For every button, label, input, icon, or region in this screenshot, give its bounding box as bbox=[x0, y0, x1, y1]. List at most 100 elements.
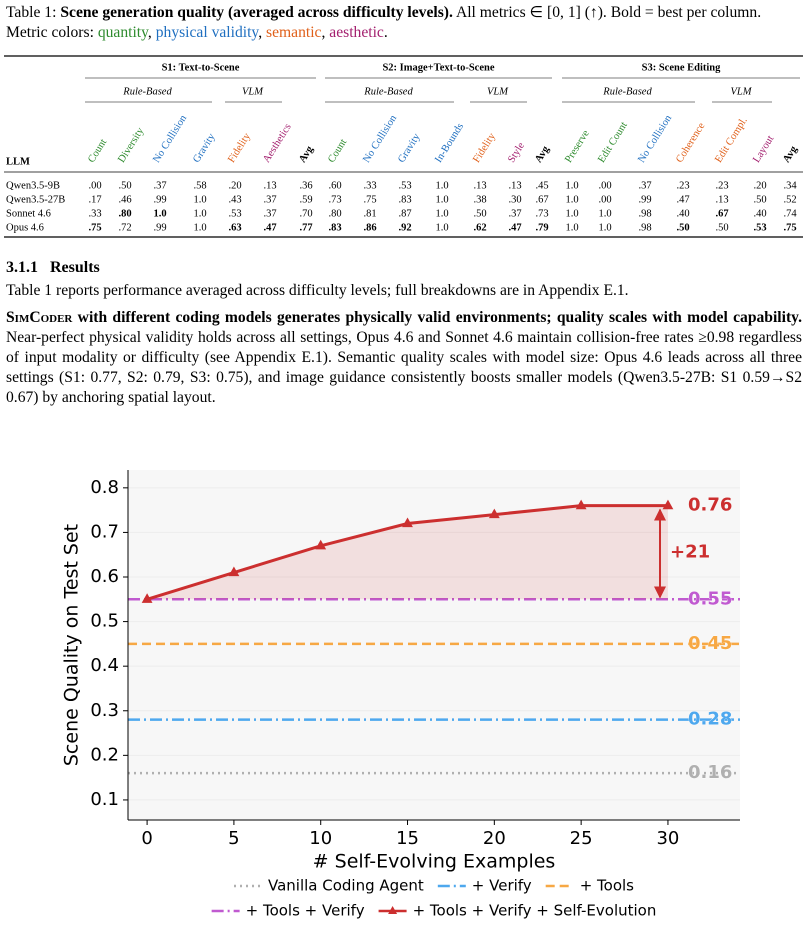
section-number: 3.1.1 bbox=[6, 259, 38, 276]
table-cell: .17 bbox=[88, 194, 101, 205]
column-header: Fidelity bbox=[226, 131, 253, 165]
table-cell: .13 bbox=[473, 180, 486, 191]
table-cell: .47 bbox=[508, 222, 521, 233]
legend-label: + Tools + Verify bbox=[246, 902, 365, 920]
table-cell: .81 bbox=[363, 208, 376, 219]
column-header: Count bbox=[326, 137, 349, 165]
table-cell: .40 bbox=[676, 208, 689, 219]
table-cell: .13 bbox=[508, 180, 521, 191]
y-tick-label: 0.8 bbox=[90, 477, 119, 498]
table-cell: .50 bbox=[753, 194, 766, 205]
table-cell: .33 bbox=[88, 208, 101, 219]
y-axis-label: Scene Quality on Test Set bbox=[61, 524, 83, 766]
metric-color-name: semantic bbox=[266, 24, 322, 41]
column-header: Avg bbox=[533, 144, 552, 165]
table-cell: 1.0 bbox=[193, 208, 206, 219]
column-header: No Collision bbox=[636, 113, 674, 165]
column-header: Aesthetics bbox=[261, 122, 294, 165]
table-cell: .23 bbox=[715, 180, 728, 191]
column-header: Preserve bbox=[563, 128, 592, 165]
metric-color-name: physical validity bbox=[155, 24, 259, 41]
x-tick-label: 15 bbox=[396, 828, 419, 849]
table-cell: .98 bbox=[638, 208, 651, 219]
table-cell: .53 bbox=[228, 208, 241, 219]
subgroup-header: VLM bbox=[487, 86, 509, 97]
table-cell: .47 bbox=[263, 222, 276, 233]
column-header: Edit Compl. bbox=[713, 115, 750, 164]
paragraph: SimCoder with different coding models ge… bbox=[6, 308, 802, 408]
table-cell: .20 bbox=[228, 180, 241, 191]
table-cell: 1.0 bbox=[565, 180, 578, 191]
subgroup-header: Rule-Based bbox=[602, 86, 652, 97]
marker bbox=[141, 593, 153, 603]
table-cell: .37 bbox=[153, 180, 166, 191]
table-cell: 1.0 bbox=[598, 208, 611, 219]
chart: 0.1 0.2 0.3 0.4 0.5 0.6 0.7 0.8 0 5 10 15 20 25 30 0.16… bbox=[61, 470, 740, 920]
metric-color-name: aesthetic bbox=[329, 24, 384, 41]
x-tick-label: 5 bbox=[228, 828, 239, 849]
table-cell: .36 bbox=[299, 180, 312, 191]
column-header: Avg bbox=[781, 144, 800, 165]
value-label: 0.76 bbox=[688, 495, 732, 516]
paragraph-body: Near-perfect physical validity holds acr… bbox=[6, 329, 802, 406]
table-cell: .67 bbox=[535, 194, 548, 205]
table-cell: .38 bbox=[473, 194, 486, 205]
table-cell: .00 bbox=[88, 180, 101, 191]
column-header: No Collision bbox=[151, 113, 189, 165]
marker bbox=[575, 499, 587, 510]
marker bbox=[662, 499, 674, 510]
separator: , bbox=[147, 24, 152, 41]
group-header: S1: Text-to-Scene bbox=[162, 62, 240, 73]
table-cell: .53 bbox=[398, 180, 411, 191]
table-cell: 1.0 bbox=[435, 194, 448, 205]
table-cell: .46 bbox=[118, 194, 131, 205]
table-cell: .75 bbox=[783, 222, 796, 233]
table-cell: .63 bbox=[228, 222, 241, 233]
x-tick-label: 0 bbox=[141, 828, 152, 849]
table-cell: .98 bbox=[638, 222, 651, 233]
row-label: Qwen3.5-9B bbox=[6, 180, 60, 191]
table-cell: .00 bbox=[598, 194, 611, 205]
table-cell: .37 bbox=[263, 194, 276, 205]
row-label: Qwen3.5-27B bbox=[6, 194, 65, 205]
marker bbox=[315, 539, 327, 550]
column-header: Fidelity bbox=[471, 131, 498, 165]
value-label: 0.45 bbox=[688, 633, 732, 654]
table-cell: .52 bbox=[783, 194, 796, 205]
table-cell: .58 bbox=[193, 180, 206, 191]
y-tick-label: 0.4 bbox=[90, 655, 119, 676]
table-cell: 1.0 bbox=[435, 180, 448, 191]
subgroup-header: Rule-Based bbox=[363, 86, 413, 97]
table-cell: .45 bbox=[535, 180, 548, 191]
table-cell: .23 bbox=[676, 180, 689, 191]
table-cell: .77 bbox=[299, 222, 312, 233]
table-cell: .30 bbox=[508, 194, 521, 205]
y-tick-label: 0.3 bbox=[90, 700, 119, 721]
annotation: +21 bbox=[670, 541, 710, 562]
paragraph: Table 1 reports performance averaged acr… bbox=[6, 282, 629, 299]
table-cell: .50 bbox=[473, 208, 486, 219]
y-tick-label: 0.5 bbox=[90, 611, 119, 632]
column-header: Coherence bbox=[674, 121, 707, 165]
table-cell: .37 bbox=[638, 180, 651, 191]
fill-area bbox=[147, 505, 668, 600]
table-cell: .99 bbox=[638, 194, 651, 205]
group-header: S3: Scene Editing bbox=[642, 62, 722, 73]
subgroup-header: Rule-Based bbox=[122, 86, 172, 97]
table-cell: .70 bbox=[299, 208, 312, 219]
table-cell: .53 bbox=[753, 222, 766, 233]
group-header: S2: Image+Text-to-Scene bbox=[382, 62, 494, 73]
column-header: Count bbox=[86, 137, 109, 165]
column-header: Diversity bbox=[116, 125, 146, 165]
x-axis-label: # Self-Evolving Examples bbox=[313, 851, 556, 873]
table-cell: .73 bbox=[535, 208, 548, 219]
column-header: Gravity bbox=[396, 131, 423, 165]
subgroup-header: VLM bbox=[242, 86, 264, 97]
table-cell: .50 bbox=[715, 222, 728, 233]
table-cell: .13 bbox=[715, 194, 728, 205]
row-header: LLM bbox=[6, 156, 30, 167]
table-cell: .43 bbox=[228, 194, 241, 205]
y-tick-label: 0.1 bbox=[90, 789, 119, 810]
column-header: Layout bbox=[751, 134, 776, 165]
x-tick-label: 20 bbox=[483, 828, 506, 849]
